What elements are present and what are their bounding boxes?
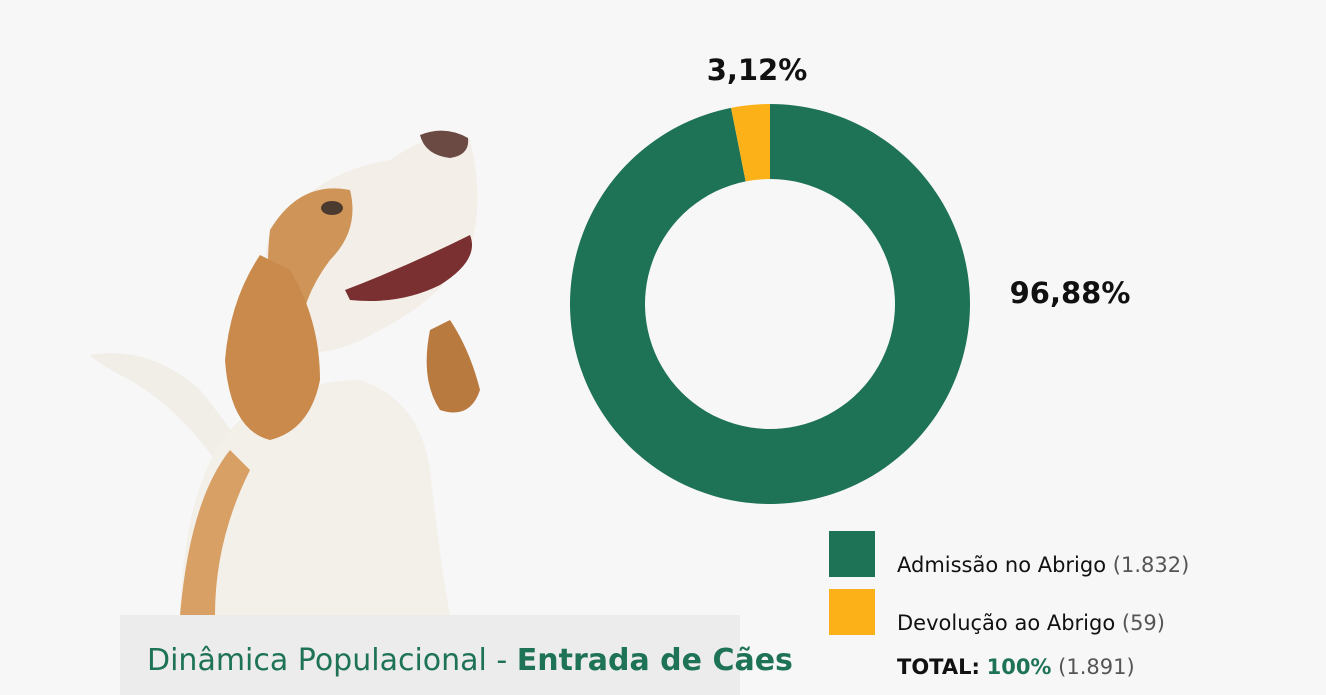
legend-name: Devolução ao Abrigo	[897, 611, 1115, 635]
dog-illustration	[90, 131, 480, 615]
donut	[570, 104, 970, 504]
legend-name: Admissão no Abrigo	[897, 553, 1106, 577]
total-percent: 100%	[987, 655, 1052, 679]
title-main: Dinâmica Populacional -	[147, 643, 517, 678]
legend-count: (1.832)	[1113, 553, 1190, 577]
slice-label: 96,88%	[1010, 276, 1131, 310]
chart: Dinâmica Populacional - Entrada de Cães …	[0, 0, 1326, 695]
title-strong: Entrada de Cães	[517, 643, 793, 678]
legend-entry: Admissão no Abrigo (1.832)	[897, 553, 1189, 577]
legend-swatch	[829, 531, 875, 577]
total-label: TOTAL:	[897, 655, 980, 679]
slice-label: 3,12%	[707, 53, 808, 87]
total-line: TOTAL: 100% (1.891)	[897, 655, 1135, 679]
legend-swatch	[829, 589, 875, 635]
legend-entry: Devolução ao Abrigo (59)	[897, 611, 1165, 635]
total-count: (1.891)	[1058, 655, 1135, 679]
chart-title: Dinâmica Populacional - Entrada de Cães	[147, 643, 793, 678]
legend-count: (59)	[1122, 611, 1165, 635]
